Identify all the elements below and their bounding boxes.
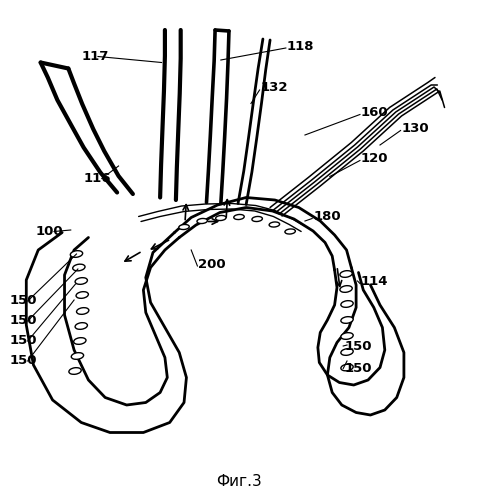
Ellipse shape <box>76 308 89 314</box>
Ellipse shape <box>70 250 83 258</box>
Text: 150: 150 <box>10 314 37 328</box>
Ellipse shape <box>69 368 81 374</box>
Text: 116: 116 <box>84 172 111 185</box>
Text: 180: 180 <box>313 210 341 223</box>
Text: 132: 132 <box>261 81 288 94</box>
Text: 118: 118 <box>287 40 315 52</box>
Text: 200: 200 <box>198 258 226 270</box>
Text: 150: 150 <box>10 294 37 308</box>
Text: 114: 114 <box>361 275 389 288</box>
Text: 100: 100 <box>36 225 64 238</box>
Ellipse shape <box>71 352 84 360</box>
Text: 120: 120 <box>361 152 389 165</box>
Ellipse shape <box>341 364 353 371</box>
Ellipse shape <box>234 214 244 220</box>
Ellipse shape <box>341 348 353 356</box>
Ellipse shape <box>341 332 353 340</box>
Ellipse shape <box>179 224 189 230</box>
Ellipse shape <box>269 222 280 227</box>
Ellipse shape <box>197 218 207 224</box>
Ellipse shape <box>341 316 353 324</box>
Ellipse shape <box>340 286 352 292</box>
Text: 150: 150 <box>10 354 37 368</box>
Ellipse shape <box>76 292 88 298</box>
Text: Фиг.3: Фиг.3 <box>216 474 262 488</box>
Text: 117: 117 <box>81 50 109 63</box>
Ellipse shape <box>285 229 295 234</box>
Ellipse shape <box>75 322 87 330</box>
Text: 130: 130 <box>402 122 429 135</box>
Text: 160: 160 <box>361 106 389 119</box>
Ellipse shape <box>74 338 86 344</box>
Ellipse shape <box>75 278 87 284</box>
Text: 150: 150 <box>344 362 372 375</box>
Ellipse shape <box>341 300 353 308</box>
Ellipse shape <box>340 270 352 278</box>
Ellipse shape <box>252 216 262 222</box>
Ellipse shape <box>216 216 226 220</box>
Text: 150: 150 <box>344 340 372 352</box>
Ellipse shape <box>73 264 85 271</box>
Text: 150: 150 <box>10 334 37 347</box>
